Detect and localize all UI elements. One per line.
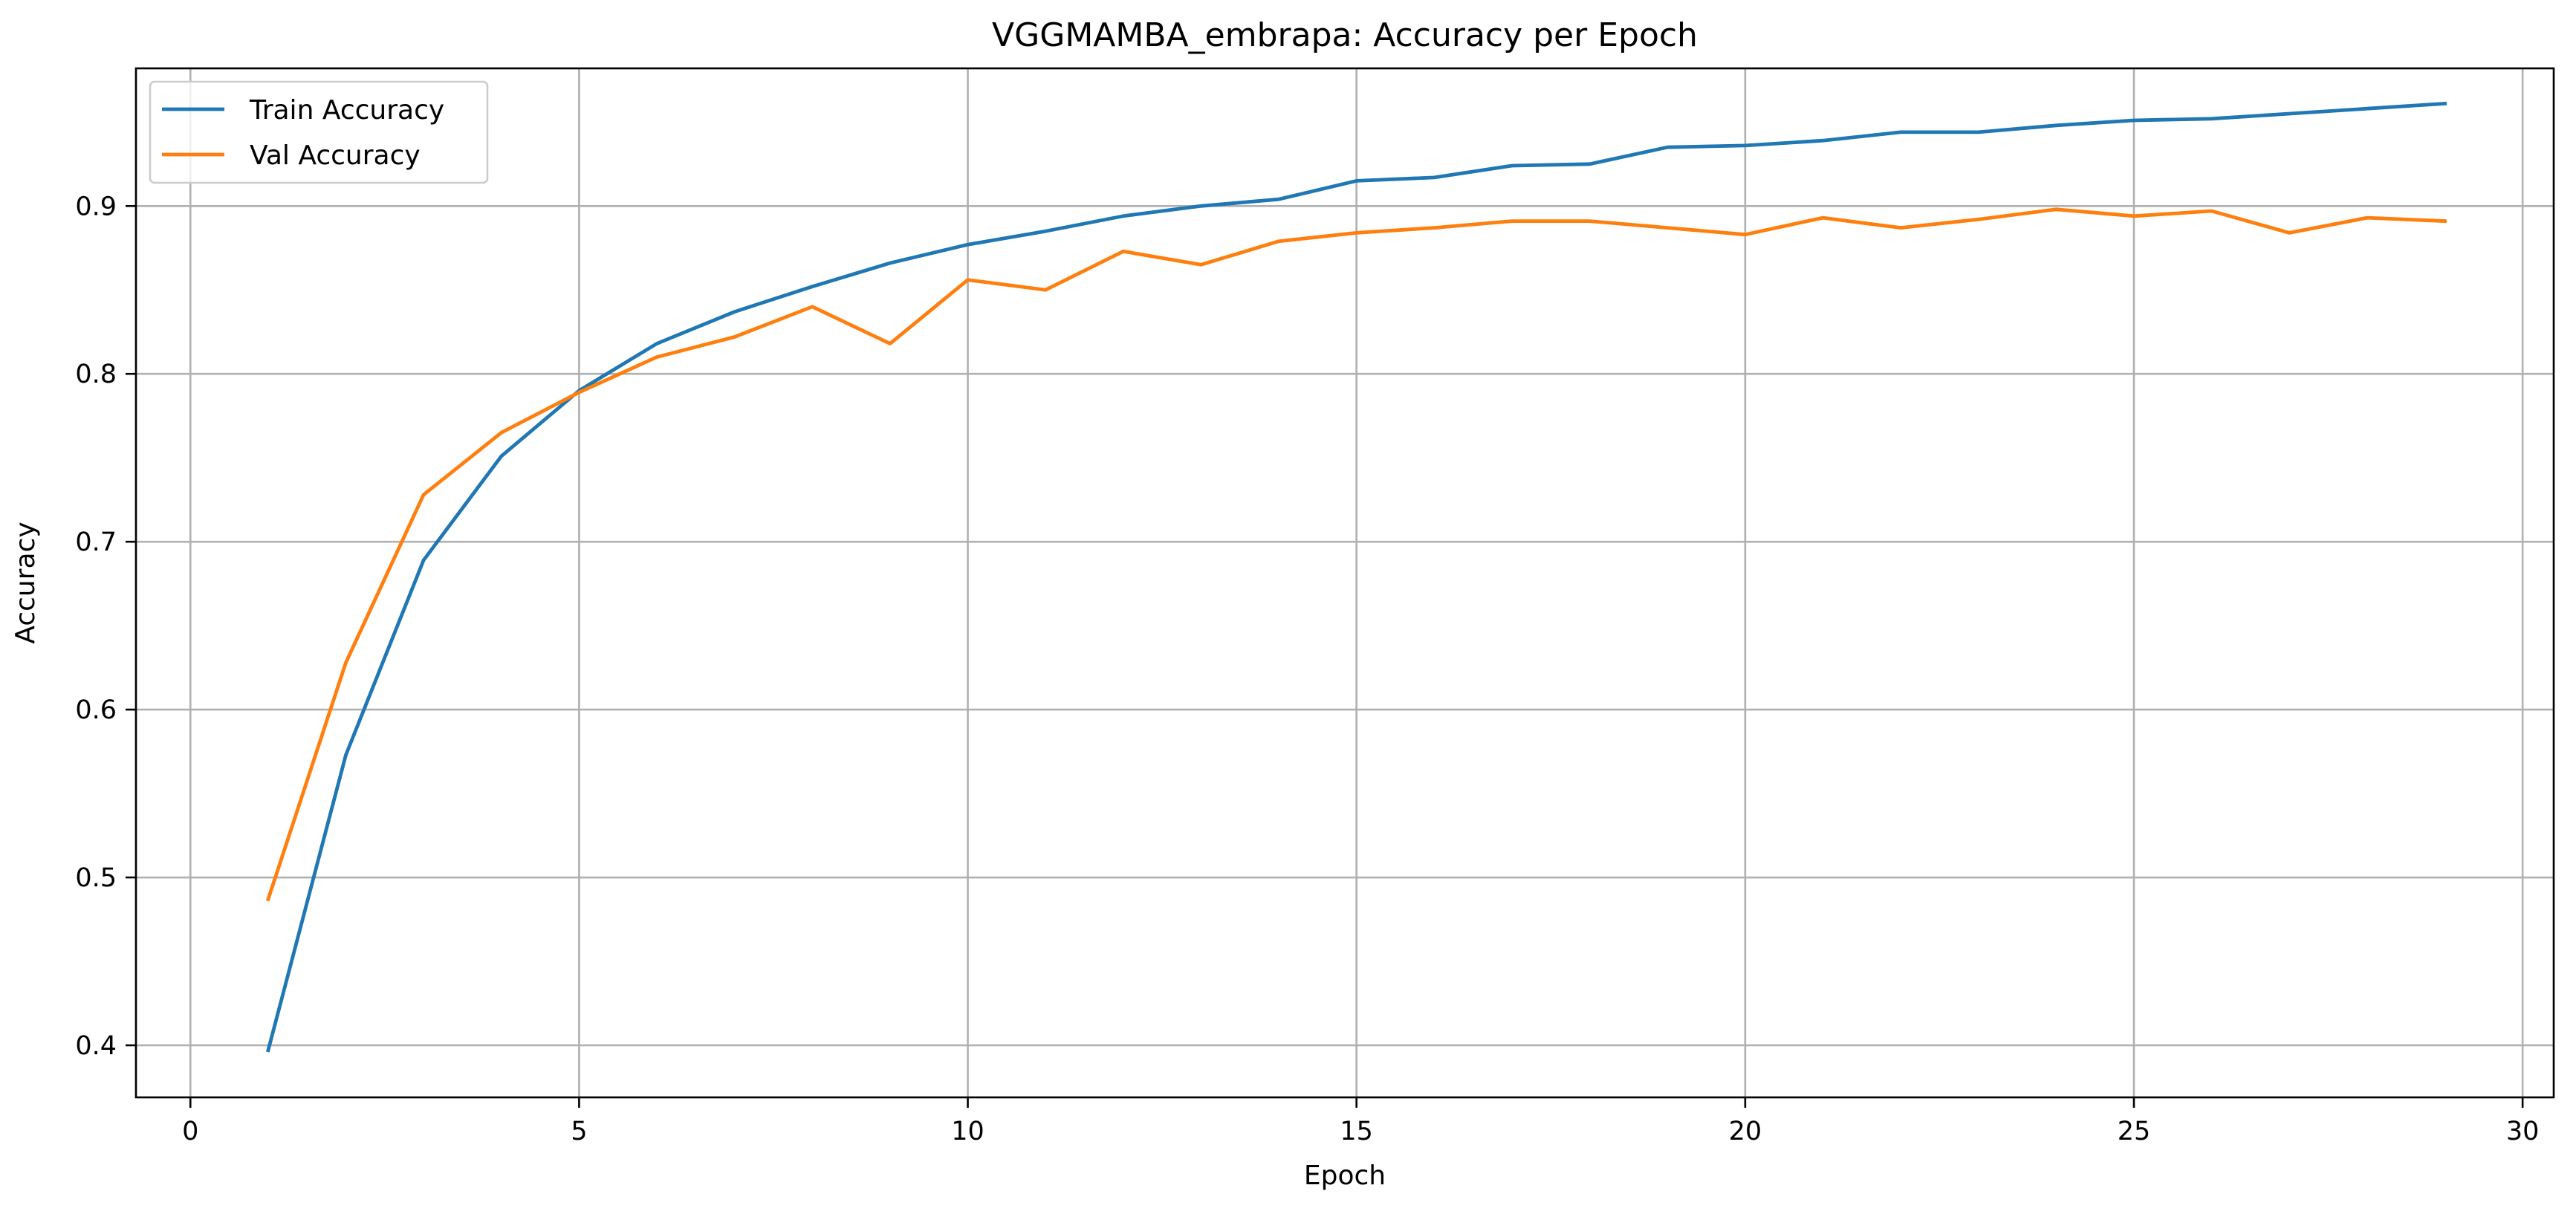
x-tick-label-15: 15 [1340,1117,1373,1146]
chart-legend: Train Accuracy Val Accuracy [149,80,489,184]
legend-box [149,80,489,184]
series-layer [265,101,2447,1053]
y-tick-label-0-8: 0.8 [75,360,117,389]
series-line-val-accuracy [265,207,2447,902]
legend-label-val-accuracy: Val Accuracy [250,140,421,171]
chart-title: VGGMAMBA_embrapa: Accuracy per Epoch [992,16,1698,54]
x-tick-label-10: 10 [951,1117,984,1146]
grid-layer [136,68,2554,1097]
x-tick-label-20: 20 [1729,1117,1762,1146]
x-tick-label-25: 25 [2118,1117,2151,1146]
y-tick-label-0-6: 0.6 [75,695,117,725]
series-line-train-accuracy [265,101,2447,1053]
y-tick-label-0-4: 0.4 [75,1031,117,1061]
y-tick-label-0-7: 0.7 [75,528,117,557]
tick-layer: 0 5 10 15 20 25 30 0.4 0.5 0.6 0.7 0.8 0.9 [75,192,2539,1146]
x-tick-label-0: 0 [182,1117,198,1146]
y-tick-label-0-5: 0.5 [75,863,117,893]
x-tick-label-5: 5 [571,1117,587,1146]
x-axis-label: Epoch [1304,1161,1386,1191]
plot-frame [134,67,2555,1099]
x-tick-label-30: 30 [2506,1117,2540,1146]
legend-label-train-accuracy: Train Accuracy [249,95,444,126]
y-axis-label: Accuracy [10,522,41,643]
y-tick-label-0-9: 0.9 [75,192,117,221]
